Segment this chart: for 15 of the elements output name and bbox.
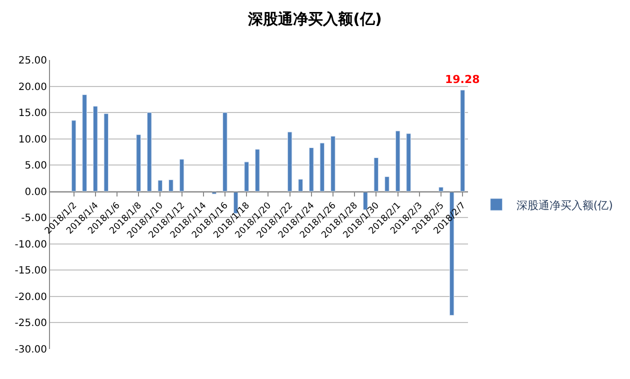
y-tick-label: -5.00 bbox=[21, 213, 47, 224]
y-tick-label: 5.00 bbox=[24, 160, 47, 172]
y-tick-label: -25.00 bbox=[14, 318, 47, 330]
y-tick-label: -15.00 bbox=[14, 266, 47, 277]
y-tick-label: 10.00 bbox=[18, 134, 47, 146]
legend-label: 深股通净买入额(亿) bbox=[516, 198, 613, 212]
y-tick-label: 20.00 bbox=[18, 82, 47, 93]
y-tick-label: -30.00 bbox=[14, 344, 47, 356]
y-tick-label: -20.00 bbox=[14, 292, 47, 303]
y-tick-label: -10.00 bbox=[14, 239, 47, 250]
y-tick-label: 0.00 bbox=[24, 186, 47, 198]
y-tick-label: 25.00 bbox=[18, 56, 47, 66]
data-label: 19.28 bbox=[445, 73, 480, 86]
y-tick-label: 15.00 bbox=[18, 108, 47, 120]
chart-title: 深股通净买入额(亿) bbox=[247, 10, 382, 28]
